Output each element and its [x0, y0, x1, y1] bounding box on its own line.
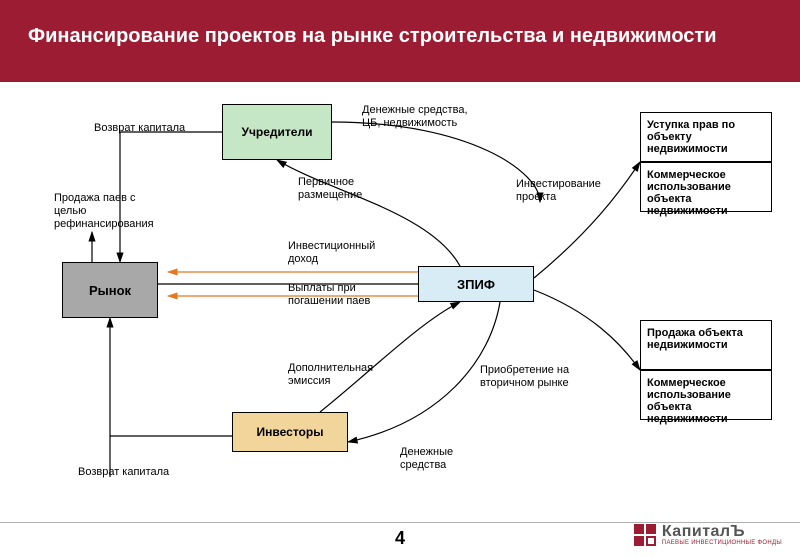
- label-l5: Продажа паев с целью рефинансирования: [54, 192, 154, 232]
- edge-e_zpif_botblock: [534, 290, 640, 370]
- diagram-stage: Учредители Рынок ЗПИФ Инвесторы Уступка …: [0, 82, 800, 522]
- right-block-bottom: Продажа объекта недвижимости Коммерческо…: [640, 320, 772, 420]
- label-l1: Возврат капитала: [94, 122, 185, 135]
- logo-mark-icon: [634, 524, 656, 546]
- label-l8: Дополнительная эмиссия: [288, 362, 373, 388]
- node-zpif: ЗПИФ: [418, 266, 534, 302]
- label-l6: Инвестиционный доход: [288, 240, 375, 266]
- label-l10: Денежные средства: [400, 446, 453, 472]
- edge-e_investors_zpif: [320, 302, 460, 412]
- right-block-bottom-b: Коммерческое использование объекта недви…: [640, 370, 772, 420]
- brand-logo: КапиталЪ ПАЕВЫЕ ИНВЕСТИЦИОННЫЕ ФОНДЫ: [634, 524, 782, 546]
- slide-footer: 4 КапиталЪ ПАЕВЫЕ ИНВЕСТИЦИОННЫЕ ФОНДЫ: [0, 522, 800, 557]
- slide-title: Финансирование проектов на рынке строите…: [28, 24, 748, 49]
- right-block-top-b: Коммерческое использование объекта недви…: [640, 162, 772, 212]
- edge-e_founders_zpif_curve: [332, 122, 540, 202]
- label-l3: Первичное размещение: [298, 176, 362, 202]
- node-founders: Учредители: [222, 104, 332, 160]
- right-block-top-a: Уступка прав по объекту недвижимости: [640, 112, 772, 162]
- logo-subtext: ПАЕВЫЕ ИНВЕСТИЦИОННЫЕ ФОНДЫ: [662, 540, 782, 546]
- right-block-top: Уступка прав по объекту недвижимости Ком…: [640, 112, 772, 212]
- node-market: Рынок: [62, 262, 158, 318]
- slide-header: Финансирование проектов на рынке строите…: [0, 0, 800, 82]
- label-l11: Возврат капитала: [78, 466, 169, 479]
- label-l4: Инвестирование проекта: [516, 178, 601, 204]
- node-investors: Инвесторы: [232, 412, 348, 452]
- logo-text: КапиталЪ: [662, 524, 782, 540]
- label-l2: Денежные средства, ЦБ, недвижимость: [362, 104, 468, 130]
- label-l7: Выплаты при погашении паев: [288, 282, 370, 308]
- label-l9: Приобретение на вторичном рынке: [480, 364, 569, 390]
- edge-e_investors_market: [110, 318, 232, 436]
- right-block-bottom-a: Продажа объекта недвижимости: [640, 320, 772, 370]
